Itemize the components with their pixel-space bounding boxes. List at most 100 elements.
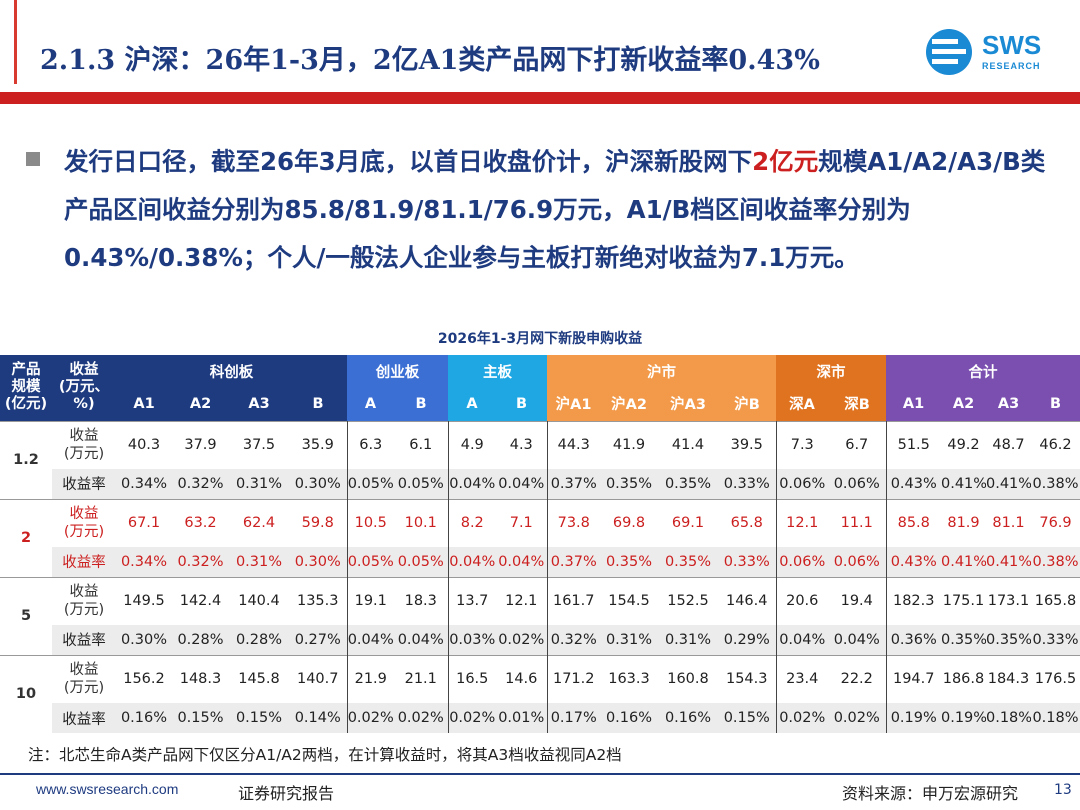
value-cell: 145.8 <box>229 654 289 703</box>
value-cell: 7.3 <box>776 420 828 469</box>
rate-cell: 0.30% <box>289 469 348 499</box>
rate-cell: 0.16% <box>605 710 653 726</box>
value-cell: 176.5 <box>1031 654 1080 703</box>
value-cell: 146.4 <box>718 576 777 625</box>
value-cell: 12.1 <box>496 576 548 625</box>
rate-cell: 0.05% <box>394 547 449 577</box>
title-rule <box>0 92 1080 104</box>
value-cell: 10.5 <box>347 498 394 547</box>
rate-cell: 0.01% <box>496 703 548 733</box>
subheader: A1 <box>886 387 941 421</box>
value-cell: 154.5 <box>600 576 658 625</box>
subheader: A2 <box>172 387 229 421</box>
rate-cell: 0.37% <box>550 553 597 570</box>
rate-cell: 0.02% <box>449 710 496 726</box>
value-cell: 152.5 <box>658 576 718 625</box>
page-number: 13 <box>1054 782 1072 798</box>
footer-source: 资料来源：申万宏源研究 <box>842 784 1019 803</box>
rate-cell: 0.02% <box>347 710 394 726</box>
rate-cell: 0.06% <box>828 469 887 499</box>
rate-cell: 0.19% <box>941 710 986 726</box>
value-cell: 63.2 <box>172 498 229 547</box>
value-cell: 67.1 <box>116 498 172 547</box>
logo-subtext: RESEARCH <box>982 61 1041 71</box>
rate-cell: 0.02% <box>828 703 887 733</box>
subheader: B <box>496 387 547 421</box>
group-shenshi: 深市 <box>776 355 886 387</box>
rate-cell: 0.34% <box>120 475 168 492</box>
value-label: 收益 (万元) <box>52 654 116 703</box>
value-label: 收益 (万元) <box>52 420 116 469</box>
rate-cell: 0.14% <box>289 703 348 733</box>
value-cell: 39.5 <box>718 420 777 469</box>
rate-cell: 0.04% <box>394 625 449 655</box>
group-zhuban: 主板 <box>448 355 547 387</box>
value-cell: 184.3 <box>986 654 1031 703</box>
rate-cell: 0.32% <box>177 553 224 570</box>
value-cell: 160.8 <box>658 654 718 703</box>
value-cell: 18.3 <box>394 576 449 625</box>
value-cell: 149.5 <box>116 576 172 625</box>
rate-cell: 0.17% <box>550 710 597 726</box>
table-row: 1.2 收益 (万元) 40.3 37.9 37.5 35.9 6.3 6.1 4.9 4.3 44.… <box>0 420 1080 499</box>
rate-cell: 0.32% <box>177 475 224 492</box>
size-cell: 2 <box>0 498 52 577</box>
value-cell: 6.1 <box>394 420 449 469</box>
subheader: 沪A2 <box>600 387 658 421</box>
value-cell: 19.1 <box>347 576 394 625</box>
value-cell: 142.4 <box>172 576 229 625</box>
rate-cell: 0.41% <box>986 553 1031 570</box>
table-row: 收益率 0.34% 0.32% 0.31% 0.30% 0.05% 0.05% 0.04% 0.… <box>0 469 1080 499</box>
subheader: A2 <box>941 387 986 421</box>
rate-cell: 0.35% <box>664 475 712 492</box>
value-cell: 81.9 <box>941 498 986 547</box>
rate-cell: 0.04% <box>779 631 826 648</box>
rate-cell: 0.31% <box>605 631 653 648</box>
value-cell: 48.7 <box>986 420 1031 469</box>
rate-cell: 0.28% <box>235 631 283 648</box>
value-cell: 13.7 <box>448 576 496 625</box>
value-cell: 175.1 <box>941 576 986 625</box>
rate-cell: 0.18% <box>1032 710 1079 726</box>
value-cell: 85.8 <box>886 498 941 547</box>
value-cell: 173.1 <box>986 576 1031 625</box>
subheader: 沪B <box>718 387 776 421</box>
rate-cell: 0.16% <box>120 710 168 726</box>
rate-cell: 0.36% <box>890 631 937 648</box>
value-cell: 140.4 <box>229 576 289 625</box>
size-cell: 1.2 <box>0 420 52 499</box>
rate-cell: 0.06% <box>828 547 887 577</box>
ipo-returns-table: 产品 规模 (亿元) 收益 (万元、%) 科创板 创业板 主板 沪市 深市 合计 A1… <box>0 355 1080 733</box>
subheader: 沪A3 <box>658 387 718 421</box>
value-cell: 19.4 <box>828 576 887 625</box>
rate-cell: 0.38% <box>1032 475 1079 492</box>
value-cell: 7.1 <box>496 498 548 547</box>
rate-cell: 0.04% <box>347 631 394 648</box>
rate-cell: 0.32% <box>550 631 597 648</box>
value-cell: 81.1 <box>986 498 1031 547</box>
subheader: 深B <box>828 387 886 421</box>
group-kechuang: 科创板 <box>116 355 347 387</box>
value-cell: 135.3 <box>289 576 348 625</box>
rate-cell: 0.15% <box>235 710 283 726</box>
group-hushi: 沪市 <box>547 355 776 387</box>
value-cell: 46.2 <box>1031 420 1080 469</box>
rate-cell: 0.18% <box>986 710 1031 726</box>
value-label: 收益 (万元) <box>52 576 116 625</box>
subheader: A3 <box>986 387 1031 421</box>
value-cell: 16.5 <box>448 654 496 703</box>
rate-cell: 0.43% <box>890 553 937 570</box>
value-cell: 148.3 <box>172 654 229 703</box>
rate-cell: 0.27% <box>289 625 348 655</box>
summary-highlight: 2亿元 <box>752 147 819 176</box>
value-cell: 37.5 <box>229 420 289 469</box>
rate-cell: 0.37% <box>550 475 597 492</box>
value-cell: 165.8 <box>1031 576 1080 625</box>
value-cell: 76.9 <box>1031 498 1080 547</box>
value-cell: 12.1 <box>776 498 828 547</box>
subheader: 深A <box>776 387 828 421</box>
rate-cell: 0.04% <box>496 469 548 499</box>
rate-cell: 0.04% <box>496 547 548 577</box>
value-cell: 194.7 <box>886 654 941 703</box>
title-bar: 2.1.3 沪深：26年1-3月，2亿A1类产品网下打新收益率0.43% SWS… <box>0 0 1080 108</box>
